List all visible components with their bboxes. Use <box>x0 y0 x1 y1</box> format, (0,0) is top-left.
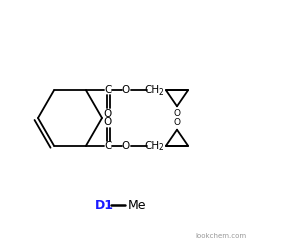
Text: C: C <box>104 85 112 95</box>
Text: O: O <box>104 109 112 119</box>
Text: C: C <box>104 141 112 151</box>
Text: D1: D1 <box>95 198 114 211</box>
Text: O: O <box>122 141 130 151</box>
Text: O: O <box>173 118 181 127</box>
Text: CH: CH <box>144 85 160 95</box>
Text: 2: 2 <box>159 143 163 152</box>
Text: lookchem.com: lookchem.com <box>195 233 246 239</box>
Text: Me: Me <box>128 198 147 211</box>
Text: CH: CH <box>144 141 160 151</box>
Text: O: O <box>173 109 181 118</box>
Text: O: O <box>104 117 112 127</box>
Text: 2: 2 <box>159 88 163 97</box>
Text: O: O <box>122 85 130 95</box>
